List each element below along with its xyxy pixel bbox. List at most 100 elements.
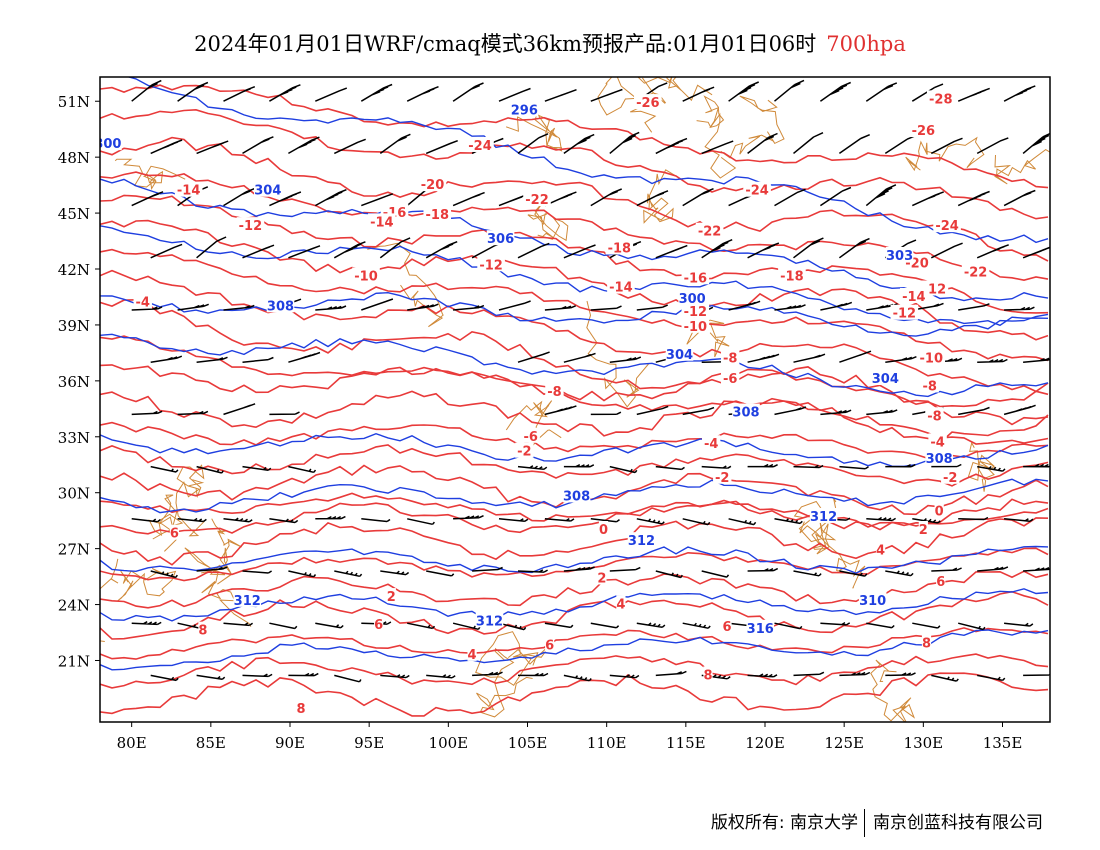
wind-barb xyxy=(930,242,963,259)
lon-tick-label: 95E xyxy=(354,734,384,752)
label-backdrop xyxy=(545,383,564,399)
height-label: 300 xyxy=(94,137,121,152)
wind-barb xyxy=(472,671,503,677)
border-line xyxy=(114,158,186,191)
wind-barb xyxy=(131,306,163,311)
wind-barb xyxy=(747,132,778,154)
wind-barb xyxy=(930,137,963,155)
wind-barb xyxy=(407,622,436,630)
label-backdrop xyxy=(900,287,928,303)
wind-barb xyxy=(885,464,916,468)
border-line xyxy=(637,77,713,102)
border-line xyxy=(117,567,177,602)
wind-barb xyxy=(655,244,688,259)
label-backdrop xyxy=(926,90,955,106)
wind-barb xyxy=(1004,518,1034,522)
temperature-contour xyxy=(100,498,1049,535)
wind-barb xyxy=(544,305,576,311)
lon-tick-label: 110E xyxy=(587,734,627,752)
temperature-contour xyxy=(100,269,1049,393)
border-line xyxy=(994,148,1050,185)
label-backdrop xyxy=(627,532,656,548)
wind-barb xyxy=(590,518,620,523)
wind-barb xyxy=(563,464,595,468)
copyright-left: 版权所有: 南京大学 xyxy=(710,813,858,833)
temperature-label: 8 xyxy=(198,624,207,639)
temperature-contour xyxy=(100,136,1049,262)
wind-barb xyxy=(931,463,962,468)
height-label: 304 xyxy=(254,184,281,199)
wind-barb xyxy=(563,566,595,572)
label-backdrop xyxy=(174,181,203,197)
label-backdrop xyxy=(169,524,180,540)
label-backdrop xyxy=(477,256,505,272)
wind-barb xyxy=(288,136,320,155)
wind-barb xyxy=(609,674,640,679)
temperature-label: -26 xyxy=(636,96,660,111)
wind-barb xyxy=(1022,132,1050,154)
wind-barb xyxy=(793,353,826,363)
label-backdrop xyxy=(634,94,662,110)
wind-barb xyxy=(1003,189,1036,207)
lat-tick-label: 45N xyxy=(58,205,90,223)
height-label: 308 xyxy=(926,452,953,467)
temperature-label: -6 xyxy=(523,430,537,445)
wind-barb xyxy=(379,237,411,259)
label-backdrop xyxy=(423,205,452,221)
wind-barb xyxy=(747,567,779,572)
wind-barb xyxy=(223,403,256,416)
wind-barb xyxy=(380,570,410,576)
label-backdrop xyxy=(858,591,887,607)
wind-barb xyxy=(498,622,527,631)
wind-barb xyxy=(682,518,711,526)
wind-barb xyxy=(636,304,668,311)
wind-barb xyxy=(379,133,411,155)
wind-barb xyxy=(819,81,851,102)
wind-barb xyxy=(793,464,824,469)
wind-barb xyxy=(131,621,162,626)
label-backdrop xyxy=(352,267,380,283)
wind-barb xyxy=(609,131,640,154)
label-backdrop xyxy=(598,520,609,536)
wind-barb xyxy=(223,517,253,523)
lon-tick-label: 90E xyxy=(275,734,305,752)
wind-barb xyxy=(885,672,916,677)
lat-tick-label: 39N xyxy=(58,317,90,335)
label-backdrop xyxy=(681,317,710,333)
temperature-label: 6 xyxy=(374,618,383,633)
wind-barb xyxy=(590,411,622,416)
label-backdrop xyxy=(743,181,771,197)
label-backdrop xyxy=(703,666,713,682)
temperature-label: 4 xyxy=(616,598,625,613)
wind-barb xyxy=(269,411,300,416)
label-backdrop xyxy=(701,435,721,451)
wind-barb xyxy=(196,356,228,363)
lon-tick-label: 115E xyxy=(666,734,706,752)
title-main: 2024年01月01日WRF/cmaq模式36km预报产品:01月01日06时 xyxy=(194,32,817,56)
temperature-label: -10 xyxy=(354,269,378,284)
wind-barb xyxy=(747,463,778,468)
wind-barb xyxy=(288,465,317,474)
wind-barb xyxy=(563,133,595,155)
label-backdrop xyxy=(475,612,504,628)
label-backdrop xyxy=(515,442,534,458)
wind-barb xyxy=(609,465,638,474)
temperature-contour xyxy=(100,335,1049,445)
map-axes: 51N 48N 45N 42N 39N 36N 33N 30N 27N 24N 21N 80E 85E 9… xyxy=(58,93,1023,752)
height-label: 310 xyxy=(859,594,886,609)
label-backdrop xyxy=(928,433,947,449)
wind-barb xyxy=(361,518,391,523)
label-backdrop xyxy=(133,293,152,309)
border-line xyxy=(527,202,569,242)
label-backdrop xyxy=(665,345,694,361)
label-backdrop xyxy=(722,617,732,633)
wind-barb xyxy=(131,79,162,102)
wind-barb xyxy=(333,241,366,259)
wind-barb xyxy=(223,622,254,627)
temperature-label: 0 xyxy=(599,523,608,538)
wind-barb xyxy=(865,184,897,207)
temperature-label: -22 xyxy=(525,193,549,208)
temperature-label: -26 xyxy=(912,124,936,139)
temperature-label: -22 xyxy=(964,266,988,281)
wind-barb xyxy=(931,567,962,572)
